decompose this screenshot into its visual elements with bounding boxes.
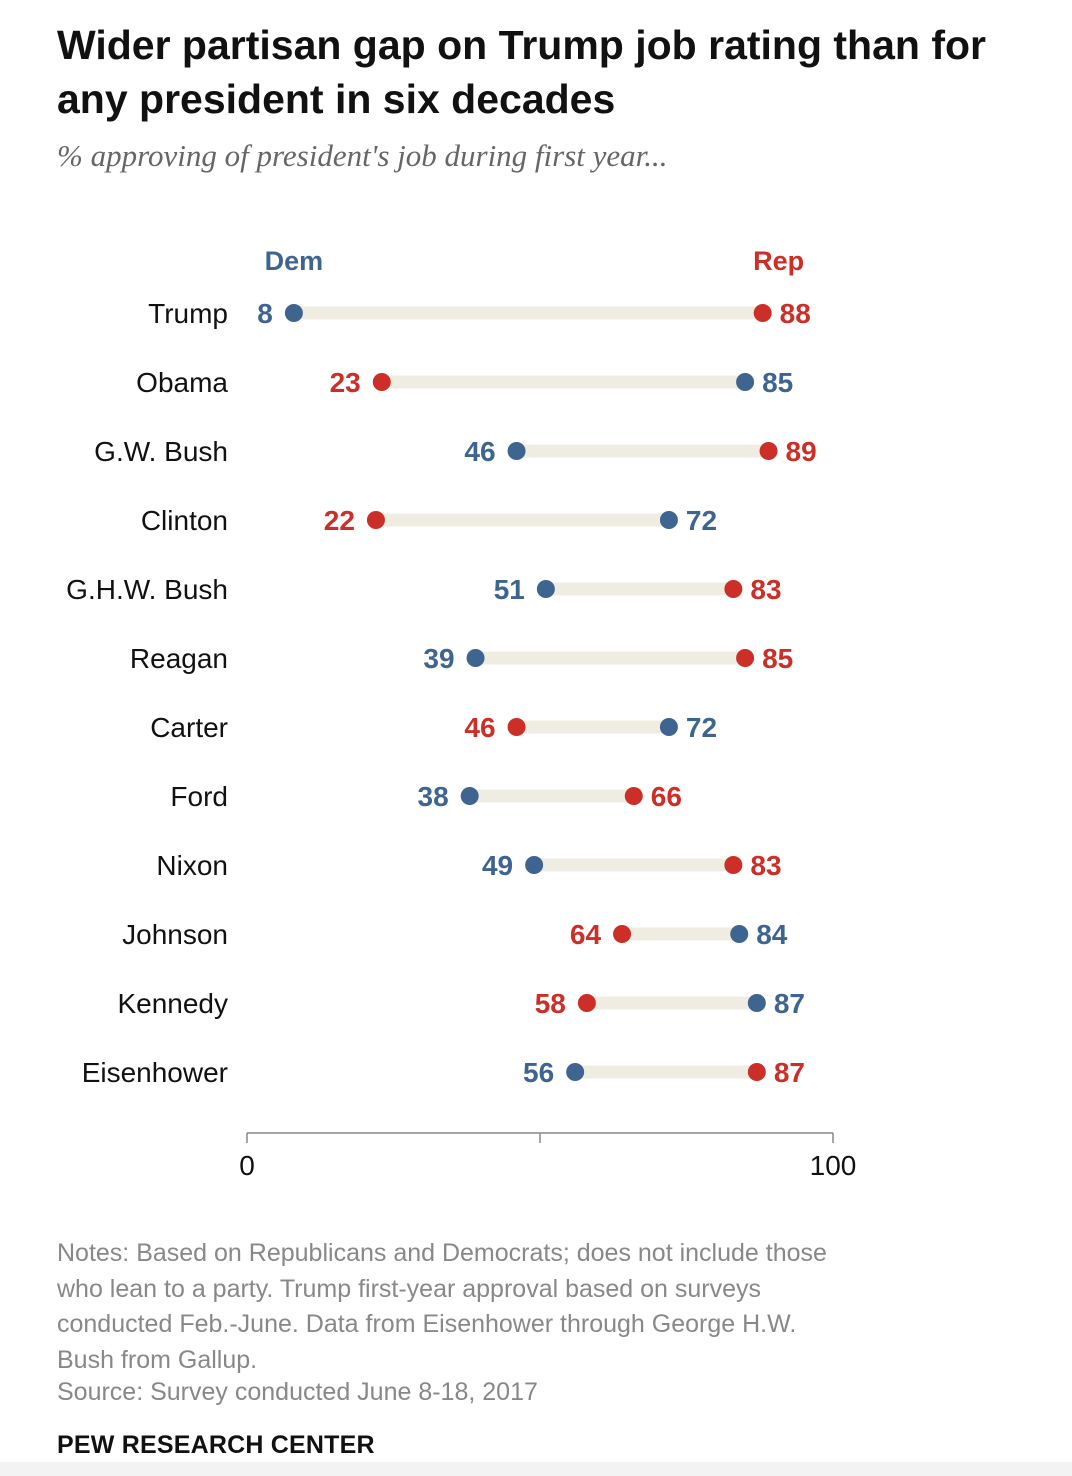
rep-value-label: 46 xyxy=(464,712,495,743)
dem-point xyxy=(736,373,755,391)
category-label: G.W. Bush xyxy=(94,436,228,467)
dem-point xyxy=(466,649,485,667)
dem-value-label: 46 xyxy=(464,436,495,467)
category-label: Reagan xyxy=(130,643,228,674)
dem-point xyxy=(566,1063,585,1081)
dem-value-label: 85 xyxy=(762,367,793,398)
rep-point xyxy=(724,580,743,598)
rep-value-label: 87 xyxy=(774,1057,805,1088)
dem-point xyxy=(536,580,555,598)
dem-point xyxy=(747,994,766,1012)
dem-value-label: 72 xyxy=(686,712,717,743)
rep-value-label: 83 xyxy=(750,574,781,605)
rep-value-label: 66 xyxy=(651,781,682,812)
category-label: Nixon xyxy=(156,850,228,881)
dem-value-label: 72 xyxy=(686,505,717,536)
category-label: Carter xyxy=(150,712,228,743)
x-tick-label: 100 xyxy=(810,1150,857,1181)
chart-title: Wider partisan gap on Trump job rating t… xyxy=(57,22,986,122)
rep-value-label: 58 xyxy=(535,988,566,1019)
dem-point xyxy=(730,925,749,943)
category-label: Kennedy xyxy=(117,988,228,1019)
category-label: G.H.W. Bush xyxy=(66,574,228,605)
dem-value-label: 56 xyxy=(523,1057,554,1088)
legend-rep: Rep xyxy=(753,246,804,276)
rep-value-label: 64 xyxy=(570,919,602,950)
category-label: Eisenhower xyxy=(82,1057,228,1088)
rep-value-label: 88 xyxy=(780,298,811,329)
dem-point xyxy=(659,511,678,529)
dem-value-label: 87 xyxy=(774,988,805,1019)
rep-point xyxy=(613,925,632,943)
chart-subtitle: % approving of president's job during fi… xyxy=(57,138,668,173)
dem-value-label: 39 xyxy=(423,643,454,674)
dem-value-label: 49 xyxy=(482,850,513,881)
x-tick-label: 0 xyxy=(239,1150,255,1181)
dem-point xyxy=(507,442,526,460)
rep-point xyxy=(736,649,755,667)
category-label: Ford xyxy=(170,781,228,812)
footer-shade xyxy=(0,1462,1072,1476)
rep-point xyxy=(624,787,643,805)
dem-value-label: 38 xyxy=(418,781,449,812)
rep-point xyxy=(759,442,778,460)
rep-point xyxy=(724,856,743,874)
rep-value-label: 89 xyxy=(786,436,817,467)
rep-value-label: 23 xyxy=(330,367,361,398)
category-label: Clinton xyxy=(141,505,228,536)
rep-point xyxy=(577,994,596,1012)
dem-value-label: 51 xyxy=(494,574,525,605)
dem-point xyxy=(659,718,678,736)
rep-point xyxy=(372,373,391,391)
rep-value-label: 22 xyxy=(324,505,355,536)
dem-point xyxy=(525,856,544,874)
brand-logo-text: PEW RESEARCH CENTER xyxy=(57,1431,375,1459)
legend-dem: Dem xyxy=(265,246,324,276)
rep-value-label: 83 xyxy=(750,850,781,881)
rep-value-label: 85 xyxy=(762,643,793,674)
dem-point xyxy=(284,304,303,322)
rep-point xyxy=(753,304,772,322)
dem-point xyxy=(460,787,479,805)
rep-point xyxy=(747,1063,766,1081)
category-label: Johnson xyxy=(122,919,228,950)
chart-source: Source: Survey conducted June 8-18, 2017 xyxy=(57,1378,538,1406)
dem-value-label: 8 xyxy=(257,298,273,329)
chart-notes: Notes: Based on Republicans and Democrat… xyxy=(57,1239,827,1374)
dem-value-label: 84 xyxy=(756,919,788,950)
rep-point xyxy=(507,718,526,736)
category-label: Trump xyxy=(148,298,228,329)
rep-point xyxy=(366,511,385,529)
category-label: Obama xyxy=(136,367,228,398)
